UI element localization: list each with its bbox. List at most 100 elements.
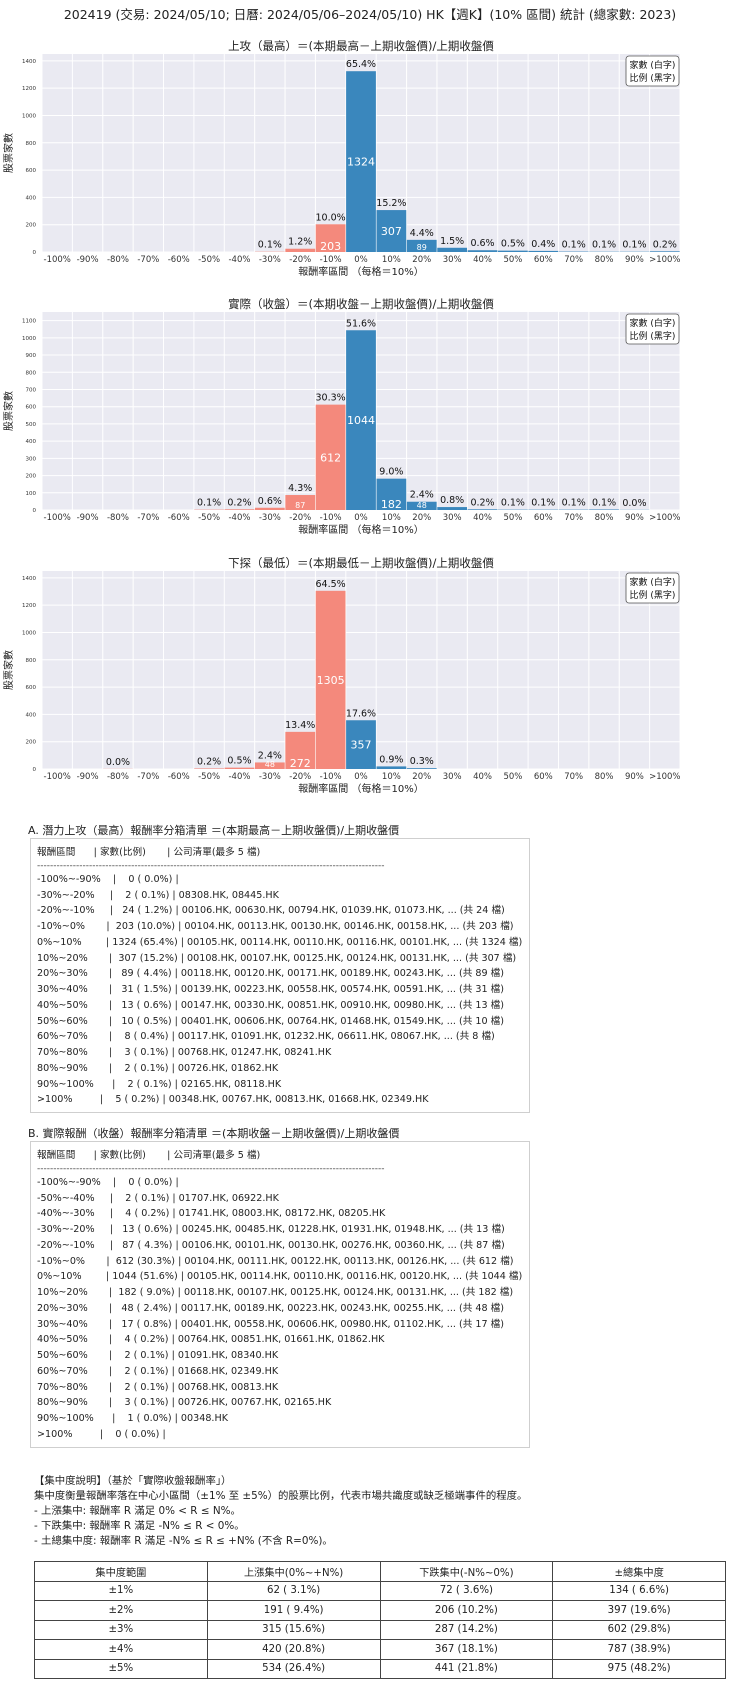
concentration-cell: ±1% — [34, 1580, 208, 1601]
x-tick-label: 20% — [412, 255, 431, 265]
count-label: 48 — [265, 760, 275, 769]
percent-label: 0.1% — [501, 498, 525, 509]
percent-label: 2.4% — [258, 750, 282, 761]
concentration-cell: 534 (26.4%) — [206, 1658, 381, 1679]
bar--20% — [285, 495, 316, 510]
y-tick-label: 600 — [26, 168, 37, 174]
y-axis-label: 股票家數 — [2, 391, 15, 431]
y-tick-label: 800 — [26, 141, 37, 147]
bar-40% — [467, 509, 498, 510]
concentration-cell: 287 (14.2%) — [379, 1619, 554, 1640]
y-tick-label: 300 — [26, 456, 37, 462]
bar->100% — [649, 251, 680, 252]
count-label: 89 — [417, 243, 427, 252]
percent-label: 0.2% — [197, 756, 221, 767]
percent-label: 1.2% — [288, 237, 312, 248]
x-tick-label: 80% — [595, 255, 614, 265]
legend-percent-label: 比例 (黑字) — [630, 589, 676, 601]
bar-80% — [589, 509, 619, 510]
concentration-cell: 315 (15.6%) — [206, 1619, 381, 1640]
x-tick-label: -30% — [259, 255, 281, 265]
concentration-cell: 420 (20.8%) — [206, 1639, 381, 1660]
list-row: 70%~80% | 3 ( 0.1%) | 00768.HK, 01247.HK… — [37, 1047, 332, 1058]
count-label: 357 — [351, 739, 372, 752]
percent-label: 0.1% — [562, 240, 586, 251]
percent-label: 4.3% — [288, 483, 312, 494]
chart-title: 實際（收盤）＝(本期收盤－上期收盤價)/上期收盤價 — [228, 298, 494, 311]
y-tick-label: 1400 — [22, 59, 36, 65]
y-tick-label: 900 — [26, 353, 37, 359]
chart-title: 上攻（最高）＝(本期最高－上期收盤價)/上期收盤價 — [228, 40, 494, 53]
count-label: 1324 — [347, 156, 375, 169]
x-tick-label: 90% — [625, 255, 644, 265]
y-tick-label: 800 — [26, 658, 37, 664]
percent-label: 0.1% — [531, 498, 555, 509]
percent-label: 0.8% — [440, 495, 464, 506]
percent-label: 0.9% — [379, 754, 403, 765]
section-a-list: 報酬區間 | 家數(比例) | 公司清單(最多 5 檔) -----------… — [30, 838, 530, 1113]
x-tick-label: 60% — [534, 772, 553, 782]
col-header: 上漲集中(0%~+N%) — [206, 1561, 381, 1582]
concentration-cell: 206 (10.2%) — [379, 1600, 554, 1621]
list-row: 30%~40% | 31 ( 1.5%) | 00139.HK, 00223.H… — [37, 984, 504, 995]
list-row: 60%~70% | 2 ( 0.1%) | 01668.HK, 02349.HK — [37, 1365, 279, 1377]
bar-30% — [437, 247, 468, 252]
count-label: 87 — [295, 501, 305, 510]
bar-10% — [376, 766, 407, 769]
concentration-header-row: 集中度範圍 上漲集中(0%~+N%) 下跌集中(-N%~0%) ±總集中度 — [34, 1561, 726, 1582]
percent-label: 1.5% — [440, 236, 464, 247]
percent-label: 0.1% — [592, 240, 616, 251]
list-row: 80%~90% | 2 ( 0.1%) | 00726.HK, 01862.HK — [37, 1062, 279, 1074]
bar--40% — [224, 767, 255, 769]
percent-label: 0.1% — [592, 497, 616, 508]
section-b-separator: ----------------------------------------… — [37, 1163, 385, 1174]
bar-10% — [376, 478, 407, 510]
chart-title: 下探（最低）＝(本期最低－上期收盤價)/上期收盤價 — [228, 557, 494, 570]
bar--10% — [315, 404, 346, 510]
concentration-cell: ±2% — [34, 1600, 208, 1621]
y-tick-label: 100 — [26, 491, 37, 497]
concentration-cell: 397 (19.6%) — [552, 1600, 726, 1621]
y-tick-label: 1000 — [22, 336, 36, 342]
x-tick-label: 0% — [354, 513, 368, 523]
y-tick-label: 600 — [26, 405, 37, 411]
percent-label: 30.3% — [316, 393, 346, 404]
x-tick-label: -60% — [168, 255, 190, 265]
percent-label: 9.0% — [379, 467, 403, 478]
x-tick-label: -100% — [44, 772, 71, 782]
x-tick-label: 90% — [625, 513, 644, 523]
bar-50% — [498, 250, 528, 252]
concentration-cell: 62 ( 3.1%) — [206, 1580, 381, 1601]
chart-actual-svg: 實際（收盤）＝(本期收盤－上期收盤價)/上期收盤價 0 100 200 300 400 50… — [2, 298, 681, 536]
chart-actual-close: 實際（收盤）＝(本期收盤－上期收盤價)/上期收盤價 0 100 200 300 400 50… — [0, 298, 740, 553]
count-label: 1044 — [347, 414, 375, 427]
x-tick-label: -50% — [198, 772, 220, 782]
concentration-row: ±2% 191 ( 9.4%) 206 (10.2%) 397 (19.6%) — [34, 1600, 726, 1621]
x-tick-label: -60% — [168, 513, 190, 523]
percent-label: 0.3% — [410, 756, 434, 767]
x-tick-label: -80% — [107, 772, 129, 782]
x-tick-label: -90% — [77, 513, 99, 523]
count-label: 182 — [381, 498, 402, 511]
percent-label: 0.5% — [227, 756, 251, 767]
percent-label: 0.4% — [531, 239, 555, 250]
x-tick-label: 30% — [443, 255, 462, 265]
x-tick-label: 0% — [354, 772, 368, 782]
list-row: -100%~-90% | 0 ( 0.0%) | — [37, 873, 179, 885]
bar--40% — [224, 509, 255, 510]
x-tick-label: >100% — [649, 513, 680, 523]
percent-label: 0.1% — [258, 240, 282, 251]
concentration-cell: ±3% — [34, 1619, 208, 1640]
x-tick-label: 40% — [473, 772, 492, 782]
x-tick-label: 70% — [564, 772, 583, 782]
list-row: >100% | 0 ( 0.0%) | — [37, 1428, 166, 1440]
y-tick-label: 0 — [33, 250, 37, 256]
concentration-title: 【集中度說明】（基於「實際收盤報酬率」） — [34, 1475, 232, 1487]
page-title: 202419 (交易: 2024/05/10; 日曆: 2024/05/06–2… — [63, 7, 677, 22]
list-row: -50%~-40% | 2 ( 0.1%) | 01707.HK, 06922.… — [37, 1192, 279, 1204]
bar--20% — [285, 248, 316, 252]
list-row: -100%~-90% | 0 ( 0.0%) | — [37, 1176, 179, 1188]
x-tick-label: 30% — [443, 772, 462, 782]
x-tick-label: 90% — [625, 772, 644, 782]
x-tick-label: 10% — [382, 772, 401, 782]
